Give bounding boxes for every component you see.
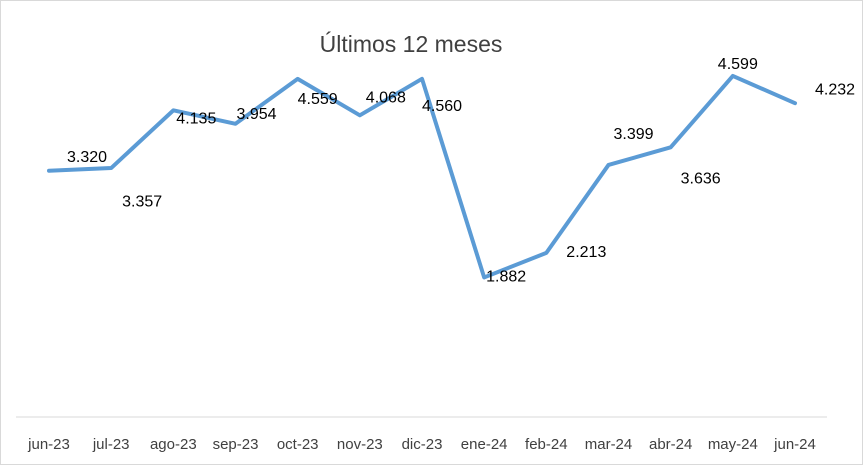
data-label: 2.213: [566, 244, 606, 261]
data-labels: 3.320 3.357 4.135 3.954 4.559 4.068 4.560 1.882…: [67, 56, 855, 286]
data-label: 1.882: [486, 269, 526, 286]
x-tick-label: ene-24: [461, 436, 508, 453]
x-tick-label: nov-23: [337, 436, 383, 453]
data-label: 3.636: [681, 171, 721, 188]
data-label: 4.135: [176, 111, 216, 128]
x-tick-labels: jun-23 jul-23 ago-23 sep-23 oct-23 nov-23 dic-…: [27, 436, 816, 453]
x-tick-label: jul-23: [92, 436, 130, 453]
series-line: [47, 73, 797, 280]
data-label: 3.320: [67, 149, 107, 166]
data-label: 3.357: [122, 193, 162, 210]
data-label: 3.954: [236, 106, 276, 123]
x-tick-label: feb-24: [525, 436, 568, 453]
x-tick-label: mar-24: [585, 436, 633, 453]
x-tick-label: may-24: [708, 436, 758, 453]
x-tick-label: sep-23: [213, 436, 259, 453]
x-tick-label: jun-24: [773, 436, 816, 453]
data-label: 4.232: [815, 81, 855, 98]
data-label: 4.559: [298, 91, 338, 108]
x-tick-label: ago-23: [150, 436, 197, 453]
x-tick-label: abr-24: [649, 436, 692, 453]
chart-title: Últimos 12 meses: [319, 31, 503, 57]
data-label: 4.068: [366, 90, 406, 107]
x-tick-label: dic-23: [402, 436, 443, 453]
data-label: 3.399: [613, 126, 653, 143]
data-label: 4.599: [718, 56, 758, 73]
x-tick-label: oct-23: [277, 436, 319, 453]
data-label: 4.560: [422, 98, 462, 115]
x-tick-label: jun-23: [27, 436, 70, 453]
